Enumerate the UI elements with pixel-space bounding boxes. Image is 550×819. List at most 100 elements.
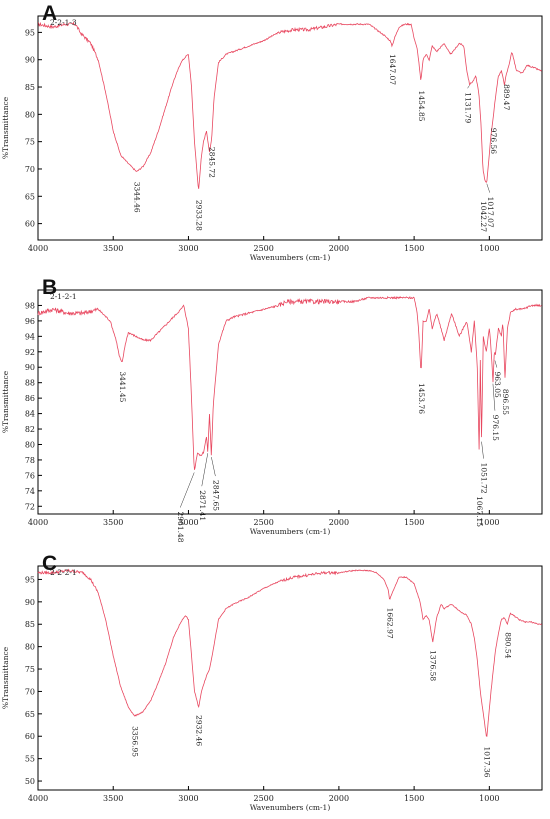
peak-label: 1051.72 (480, 463, 489, 494)
y-tick-label: 74 (25, 487, 35, 496)
peak-label: 963.05 (493, 372, 502, 398)
y-tick-label: 70 (25, 687, 35, 696)
x-tick-label: 2500 (253, 518, 273, 527)
y-tick-label: 88 (25, 379, 35, 388)
spectrum-line (37, 568, 542, 737)
y-tick-label: 86 (25, 394, 35, 403)
peak-leader-line (481, 441, 484, 459)
x-tick-label: 2500 (253, 794, 273, 803)
y-tick-label: 72 (25, 502, 35, 511)
panel-a: 4000 3500 3000 2500 2000 1500 1000 60 65 70 75 80 85… (1, 2, 543, 262)
peak-label: 2961.48 (176, 512, 185, 543)
y-tick-label: 70 (25, 165, 35, 174)
x-tick-label: 2000 (329, 794, 349, 803)
x-tick-label: 3500 (103, 518, 123, 527)
x-tick-label: 3500 (103, 244, 123, 253)
y-tick-label: 76 (25, 471, 35, 480)
y-tick-label: 95 (25, 575, 35, 584)
spectrum-line (37, 295, 542, 470)
peak-label: 889.47 (502, 84, 511, 110)
y-tick-label: 92 (25, 348, 35, 357)
y-axis-title: %Transmittance (1, 96, 10, 159)
x-tick-label: 3000 (178, 794, 198, 803)
x-tick-label: 1500 (404, 244, 424, 253)
panel-letter: B (42, 276, 57, 299)
y-axis-title: %Transmittance (1, 646, 10, 709)
x-tick-label: 2000 (329, 244, 349, 253)
x-tick-label: 3000 (178, 244, 198, 253)
y-tick-label: 82 (25, 425, 35, 434)
panel-b: 4000 3500 3000 2500 2000 1500 1000 72 74 76 78 80 82… (1, 276, 543, 543)
panel-c: 4000 3500 3000 2500 2000 1500 1000 50 55 60 65 70 75… (1, 552, 543, 812)
peak-label: 2847.65 (211, 480, 220, 511)
peak-label: 1042.27 (479, 201, 488, 232)
y-tick-label: 80 (25, 110, 35, 119)
y-tick-label: 94 (25, 332, 35, 341)
y-tick-label: 55 (25, 755, 35, 764)
y-tick-label: 50 (25, 777, 35, 786)
peak-label: 3441.45 (118, 371, 127, 402)
sample-id: 2-1-2-1 (50, 292, 77, 301)
peak-leader-line (486, 183, 491, 193)
plot-frame (37, 289, 543, 515)
peak-label: 3344.46 (133, 182, 142, 213)
y-tick-label: 90 (25, 598, 35, 607)
peak-label: 2932.46 (195, 715, 204, 746)
x-tick-label: 1000 (479, 794, 499, 803)
peak-label: 2933.28 (194, 200, 203, 231)
y-tick-label: 65 (25, 192, 35, 201)
x-tick-label: 4000 (28, 518, 48, 527)
peak-leader-line (494, 360, 498, 368)
y-tick-label: 98 (25, 301, 35, 310)
panel-letter: A (42, 2, 57, 25)
peak-leader-line (180, 472, 195, 508)
peak-label: 1454.85 (417, 91, 426, 122)
peak-label: 1647.07 (388, 54, 397, 85)
y-tick-label: 60 (25, 732, 35, 741)
peak-label: 3356.95 (131, 726, 140, 757)
y-tick-label: 85 (25, 83, 35, 92)
x-tick-label: 1500 (404, 518, 424, 527)
x-tick-label: 2000 (329, 518, 349, 527)
x-tick-label: 1000 (479, 244, 499, 253)
panel-letter: C (42, 552, 57, 575)
y-tick-label: 90 (25, 363, 35, 372)
x-tick-label: 1500 (404, 794, 424, 803)
x-tick-label: 4000 (28, 794, 48, 803)
x-axis-title: Wavenumbers (cm-1) (250, 253, 331, 262)
y-tick-label: 84 (25, 410, 35, 419)
x-axis-title: Wavenumbers (cm-1) (250, 803, 331, 812)
peak-leader-line (201, 453, 209, 487)
peak-label: 1131.79 (464, 92, 473, 123)
y-tick-label: 65 (25, 710, 35, 719)
peak-leader-line (467, 85, 470, 89)
plot-frame (37, 15, 543, 241)
y-tick-label: 80 (25, 440, 35, 449)
peak-leader-line (492, 383, 496, 411)
peak-label: 1067.15 (475, 496, 484, 527)
x-tick-label: 3500 (103, 794, 123, 803)
peak-label: 976.15 (491, 415, 500, 441)
peak-leader-line (211, 457, 216, 477)
y-tick-label: 96 (25, 317, 35, 326)
y-tick-label: 60 (25, 220, 35, 229)
peak-label: 1376.58 (429, 650, 438, 681)
y-tick-label: 75 (25, 138, 35, 147)
plot-frame (37, 565, 543, 791)
peak-label: 880.54 (503, 632, 512, 658)
y-tick-label: 78 (25, 456, 35, 465)
y-axis-title: %Transmittance (1, 370, 10, 433)
sample-id: 2-2-1-3 (50, 18, 77, 27)
peak-label: 1017.07 (486, 197, 495, 228)
peak-label: 2871.41 (198, 490, 207, 521)
y-tick-label: 75 (25, 665, 35, 674)
y-tick-label: 80 (25, 643, 35, 652)
x-axis-title: Wavenumbers (cm-1) (250, 527, 331, 536)
y-tick-label: 90 (25, 56, 35, 65)
peak-label: 1453.76 (417, 383, 426, 414)
sample-id: 2-2-2-1 (50, 568, 77, 577)
x-tick-label: 3000 (178, 518, 198, 527)
x-tick-label: 2500 (253, 244, 273, 253)
